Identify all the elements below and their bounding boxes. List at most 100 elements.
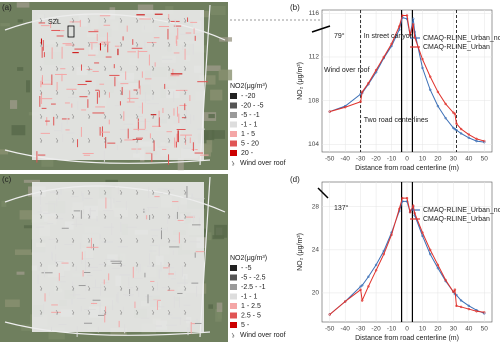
wind-arrow [103,285,107,291]
wind-arrow [167,213,171,219]
data-point [411,204,415,207]
wind-arrow [119,285,123,291]
x-tick-label: 50 [481,156,489,163]
data-point [483,312,486,315]
legend-swatch [230,121,237,128]
terrain-patch [11,125,26,136]
wind-arrow [71,41,75,47]
wind-arrow [87,309,91,315]
data-point [374,68,378,72]
legend-swatch [230,140,237,147]
legend-swatch [230,102,237,109]
data-point [408,210,412,214]
wind-arrow [183,285,187,291]
wind-arrow [39,137,43,143]
terrain-patch [17,67,24,71]
x-tick-label: 10 [419,326,427,333]
data-point [343,105,347,109]
wind-arrow [55,189,59,195]
terrain-patch [218,69,233,81]
wind-arrow [119,237,123,243]
wind-arrow [71,17,75,23]
y-tick-label: 116 [309,10,320,17]
legend-label: -5 - -1 [241,112,260,119]
data-point [405,14,409,17]
x-tick-label: 20 [434,326,442,333]
data-point [483,139,486,143]
data-point [444,116,447,120]
x-tick-label: -20 [371,326,381,333]
data-point [436,263,440,267]
data-point [360,284,364,287]
data-point [444,102,447,106]
data-point [475,309,478,313]
terrain-patch [14,249,33,255]
x-tick-label: 0 [405,156,409,163]
wind-arrow [167,189,171,195]
data-point [459,299,463,302]
wind-arrow [167,309,171,315]
data-point [483,311,486,314]
wind-arrow [87,17,91,23]
data-point [436,266,440,270]
data-point [428,248,432,252]
legend-title: NO2(μg/m³) [230,83,267,90]
legend-label: -1 - 1 [241,293,257,300]
wind-arrow [151,17,155,23]
legend-swatch [230,303,237,309]
wind-arrow [183,65,187,71]
wind-arrow [71,137,75,143]
data-point [367,285,370,288]
terrain-patch [207,232,212,241]
wind-arrow [167,261,171,267]
data-point [475,137,478,141]
data-point [421,66,424,70]
wind-arrow [135,17,139,23]
legend-label: - -5 [241,265,252,272]
panel-label: (d) [290,175,300,184]
x-tick-label: -40 [340,156,350,163]
data-point [453,112,457,116]
legend-label: 1 - 5 [241,131,255,138]
legend-title: NO2(μg/m³) [230,255,267,262]
wind-arrow [55,285,59,291]
wind-direction-arrow [317,187,329,199]
y-tick-label: 112 [309,54,320,61]
series-line [329,14,485,142]
wind-arrow [55,137,59,143]
terrain-patch [0,149,9,155]
wind-arrow [71,285,75,291]
data-point [452,290,455,294]
data-point [428,252,432,256]
wind-arrow [183,113,187,119]
wind-arrow [151,189,155,195]
data-point [411,22,415,26]
data-point [455,304,458,308]
data-point [374,263,378,267]
wind-arrow [55,213,59,219]
terrain-patch [41,156,54,167]
legend-label: 1 - 2.5 [241,303,261,310]
data-point [428,75,432,78]
wind-arrow [103,17,107,23]
wind-arrow [167,237,171,243]
x-tick-label: 20 [434,156,442,163]
legend-label: CMAQ-RLINE_Urban [423,216,490,223]
wind-arrow [167,89,171,95]
wind-arrow [119,65,123,71]
wind-arrow [87,285,91,291]
wind-arrow [39,237,43,243]
wind-arrow [183,137,187,143]
legend-swatch [230,274,237,281]
wind-arrow [151,237,155,243]
data-point [328,313,331,316]
wind-arrow [135,89,139,95]
data-point [401,196,404,200]
terrain-patch [199,75,216,85]
legend-label: CMAQ-RLINE_Urban [423,44,490,51]
wind-arrow [183,309,187,315]
wind-arrow [39,285,43,291]
wind-arrow [71,89,75,95]
legend-swatch [230,131,237,137]
wind-arrow [87,213,91,219]
